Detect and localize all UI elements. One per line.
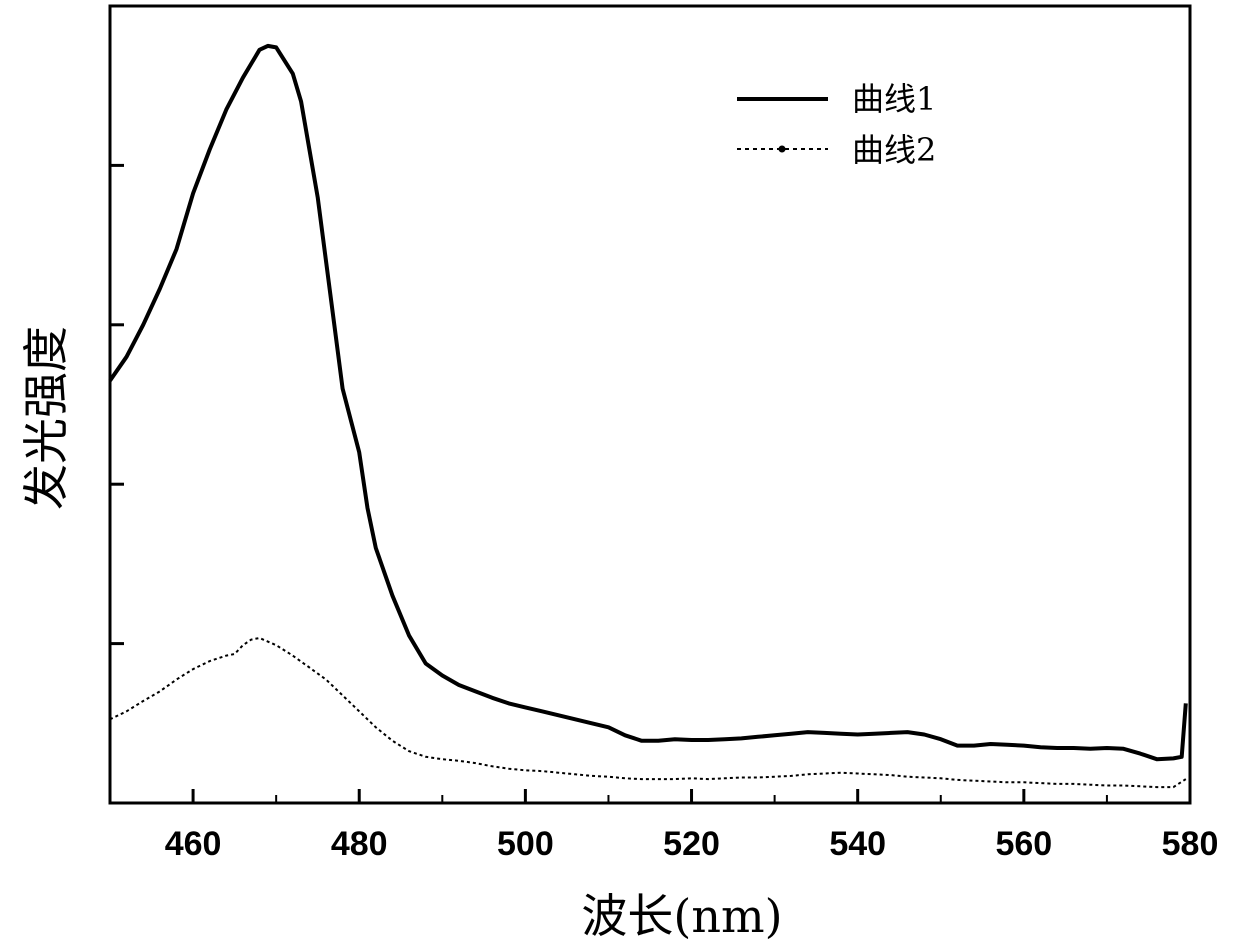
x-tick-label-580: 580 <box>1162 825 1219 863</box>
x-tick-label-540: 540 <box>829 825 886 863</box>
legend-label-series-2: 曲线2 <box>852 131 936 169</box>
x-tick-label-480: 480 <box>331 825 388 863</box>
legend-label-series-1: 曲线1 <box>852 80 936 118</box>
x-tick-label-520: 520 <box>663 825 720 863</box>
series-line-1 <box>108 43 1188 762</box>
legend: 曲线1 曲线2 <box>737 80 936 169</box>
legend-marker-series-2 <box>778 145 786 153</box>
plot-frame <box>108 4 1192 805</box>
y-axis-title: 发光强度 <box>19 326 73 510</box>
x-tick-label-560: 560 <box>995 825 1052 863</box>
x-tick-labels: 460 480 500 520 540 560 580 <box>165 825 1219 863</box>
series-line-2 <box>109 637 1187 789</box>
axis-ticks <box>110 4 1192 803</box>
x-tick-label-460: 460 <box>165 825 222 863</box>
x-tick-label-500: 500 <box>497 825 554 863</box>
series-lines <box>108 43 1188 789</box>
x-axis-title: 波长(nm) <box>581 889 782 943</box>
